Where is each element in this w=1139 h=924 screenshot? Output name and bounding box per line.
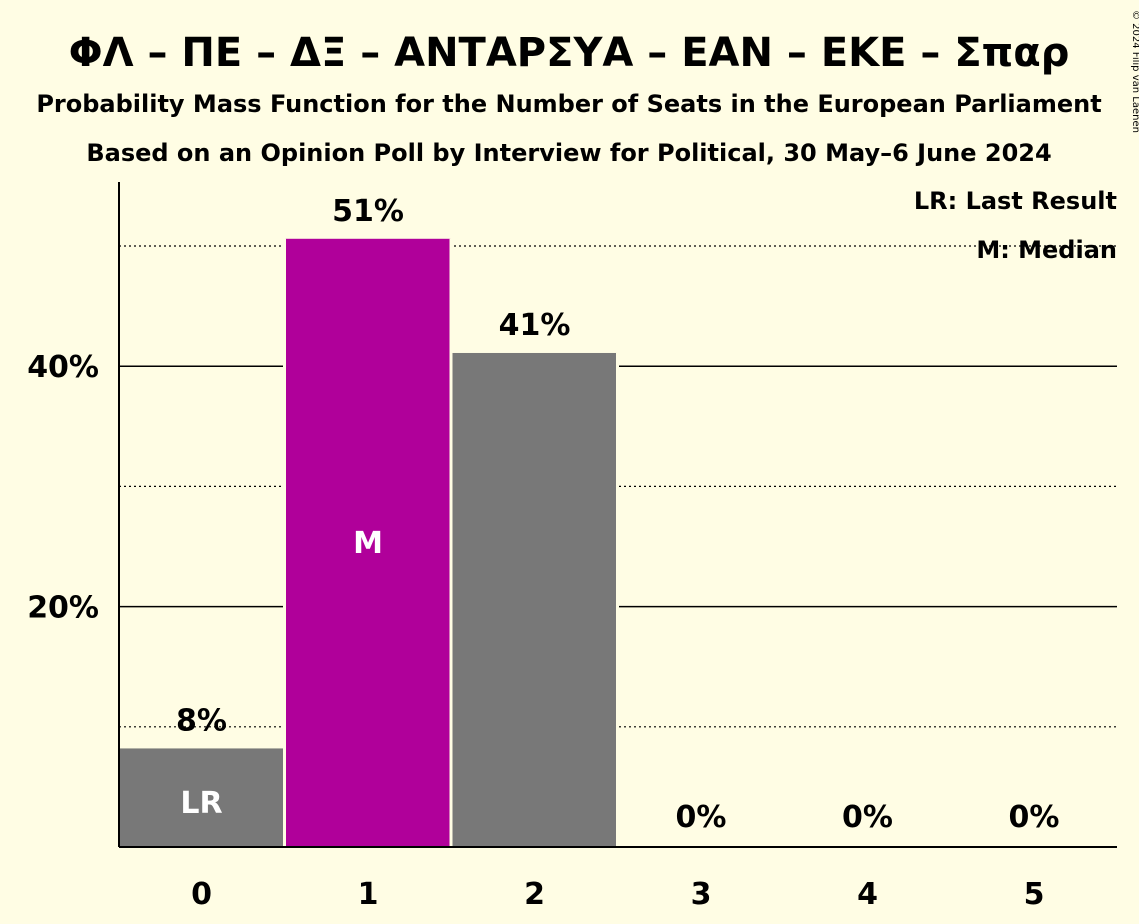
data-label: 41% <box>499 308 571 343</box>
x-tick-label: 0 <box>191 877 212 912</box>
data-label: 0% <box>1009 800 1060 835</box>
axis-layer: 20% 40% 0 1 2 3 4 5 <box>27 182 1117 912</box>
bar-seats-0 <box>119 748 284 847</box>
chart-subtitle-2: Based on an Opinion Poll by Interview fo… <box>86 139 1051 167</box>
x-tick-label: 5 <box>1024 877 1045 912</box>
data-label: 51% <box>332 194 404 229</box>
x-tick-label: 1 <box>358 877 379 912</box>
y-tick-label: 40% <box>27 350 99 385</box>
x-tick-label: 4 <box>857 877 878 912</box>
bar-seats-1 <box>285 238 451 848</box>
chart-subtitle: Probability Mass Function for the Number… <box>36 90 1101 118</box>
legend-last-result: LR: Last Result <box>914 187 1117 215</box>
y-tick-label: 20% <box>27 591 99 626</box>
data-label: 8% <box>176 703 227 738</box>
data-label: 0% <box>676 800 727 835</box>
x-tick-label: 3 <box>691 877 712 912</box>
chart-title: ΦΛ – ΠΕ – ΔΞ – ΑΝΤΑΡΣΥΑ – ΕΑΝ – ΕΚΕ – Σπ… <box>69 30 1070 76</box>
x-tick-label: 2 <box>524 877 545 912</box>
bar-layer <box>119 238 619 848</box>
bar-marker-label: M <box>353 526 383 561</box>
copyright-text: © 2024 Filip van Laenen <box>1130 10 1139 133</box>
legend-median: M: Median <box>976 236 1117 264</box>
bar-seats-2 <box>452 352 617 847</box>
data-label: 0% <box>842 800 893 835</box>
bar-marker-label: LR <box>180 786 222 821</box>
label-layer: 8% LR 51% M 41% 0% 0% 0% <box>176 194 1059 835</box>
